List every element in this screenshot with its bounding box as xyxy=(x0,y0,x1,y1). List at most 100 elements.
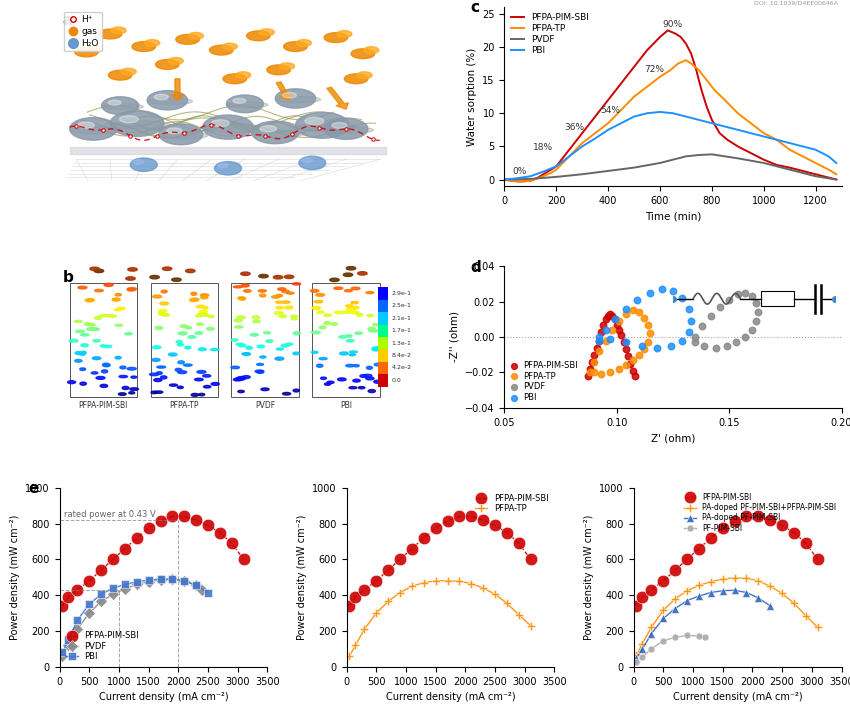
Ellipse shape xyxy=(81,343,88,347)
Ellipse shape xyxy=(190,298,198,302)
PFPA-TP xyxy=(431,576,441,585)
Ellipse shape xyxy=(346,308,355,311)
Ellipse shape xyxy=(203,115,253,139)
PFPA-PIM-SBI xyxy=(615,330,628,341)
Ellipse shape xyxy=(75,320,82,323)
PFPA-TP xyxy=(371,609,382,617)
PFPA-PIM-SBI xyxy=(597,319,610,331)
X-axis label: Current density (mA cm⁻²): Current density (mA cm⁻²) xyxy=(386,692,515,702)
Ellipse shape xyxy=(374,346,381,348)
PFPA-PIM-SBI xyxy=(610,319,624,331)
Ellipse shape xyxy=(197,371,206,374)
Ellipse shape xyxy=(374,364,381,366)
PBI xyxy=(810,146,820,154)
Legend: PFPA-PIM-SBI, PFPA-TP, PVDF, PBI: PFPA-PIM-SBI, PFPA-TP, PVDF, PBI xyxy=(508,359,580,404)
PFPA-PIM-SBI xyxy=(431,524,441,533)
Ellipse shape xyxy=(342,311,350,313)
Text: 4.2e-2: 4.2e-2 xyxy=(392,366,411,371)
PFPA-TP xyxy=(626,354,639,366)
Ellipse shape xyxy=(178,386,184,389)
Ellipse shape xyxy=(368,328,375,331)
PF-PIM-SBI xyxy=(638,652,648,661)
Ellipse shape xyxy=(286,343,293,346)
PFPA-TP xyxy=(577,139,587,148)
Ellipse shape xyxy=(204,125,259,133)
Bar xyxy=(378,300,388,312)
Ellipse shape xyxy=(237,315,246,319)
Ellipse shape xyxy=(128,289,135,291)
PFPA-PIM-SBI xyxy=(533,174,543,182)
Ellipse shape xyxy=(214,161,241,175)
PFPA-PIM-SBI xyxy=(701,103,711,111)
PFPA-PIM-SBI xyxy=(663,26,673,34)
Ellipse shape xyxy=(244,290,251,293)
Ellipse shape xyxy=(129,391,134,394)
PA-doped PF-PIM-SBI+PFPA-PIM-SBI xyxy=(632,651,642,660)
Ellipse shape xyxy=(252,315,260,319)
PVDF xyxy=(499,175,509,184)
PVDF xyxy=(63,641,73,650)
Ellipse shape xyxy=(207,328,214,331)
PFPA-PIM-SBI xyxy=(604,308,617,320)
Ellipse shape xyxy=(191,298,199,300)
PBI xyxy=(824,152,834,161)
PFPA-PIM-SBI xyxy=(670,566,680,574)
PBI xyxy=(598,324,612,336)
Ellipse shape xyxy=(275,89,315,108)
Ellipse shape xyxy=(297,123,356,131)
PVDF xyxy=(57,652,67,660)
PVDF xyxy=(722,294,736,305)
Ellipse shape xyxy=(211,348,219,351)
PA-doped PF-PIM-SBI+PFPA-PIM-SBI xyxy=(765,582,775,591)
PFPA-TP xyxy=(594,369,608,380)
Bar xyxy=(150,283,218,397)
PBI xyxy=(156,575,166,584)
Ellipse shape xyxy=(198,313,207,315)
Ellipse shape xyxy=(358,386,365,389)
PFPA-PIM-SBI xyxy=(583,363,597,374)
Ellipse shape xyxy=(87,328,94,331)
Ellipse shape xyxy=(180,325,188,328)
PA-doped PF-PIM-SBI xyxy=(632,654,642,663)
Ellipse shape xyxy=(255,370,264,373)
Ellipse shape xyxy=(80,382,87,385)
Ellipse shape xyxy=(156,60,179,70)
PFPA-PIM-SBI xyxy=(502,528,512,537)
Ellipse shape xyxy=(168,353,177,356)
PBI xyxy=(682,303,695,314)
Ellipse shape xyxy=(299,156,326,170)
Ellipse shape xyxy=(345,305,354,308)
PFPA-PIM-SBI xyxy=(733,142,743,151)
PFPA-PIM-SBI xyxy=(813,555,823,564)
Ellipse shape xyxy=(280,63,295,70)
PFPA-TP xyxy=(694,66,704,75)
Ellipse shape xyxy=(212,120,230,126)
PFPA-PIM-SBI xyxy=(344,602,354,610)
Ellipse shape xyxy=(129,288,137,290)
Ellipse shape xyxy=(354,364,360,367)
PFPA-PIM-SBI xyxy=(789,528,799,537)
PFPA-PIM-SBI xyxy=(810,170,820,179)
Ellipse shape xyxy=(160,132,208,139)
PFPA-PIM-SBI xyxy=(765,516,775,524)
Ellipse shape xyxy=(101,370,108,373)
Y-axis label: Power density (mW cm⁻²): Power density (mW cm⁻²) xyxy=(297,515,307,640)
PVDF xyxy=(709,342,722,353)
PFPA-TP xyxy=(603,119,613,128)
PFPA-PIM-SBI xyxy=(179,512,190,521)
PA-doped PF-PIM-SBI+PFPA-PIM-SBI xyxy=(682,587,692,595)
PFPA-PIM-SBI xyxy=(586,356,599,368)
PA-doped PF-PIM-SBI xyxy=(658,614,668,623)
Ellipse shape xyxy=(103,104,144,110)
Text: 2.5e-1: 2.5e-1 xyxy=(392,303,411,308)
Ellipse shape xyxy=(161,376,167,379)
Ellipse shape xyxy=(99,315,107,317)
Ellipse shape xyxy=(196,332,202,334)
Ellipse shape xyxy=(75,359,82,362)
Ellipse shape xyxy=(282,92,297,98)
Ellipse shape xyxy=(169,384,178,386)
Ellipse shape xyxy=(312,306,320,310)
Ellipse shape xyxy=(366,292,374,294)
PVDF xyxy=(750,315,763,327)
Ellipse shape xyxy=(84,323,91,326)
